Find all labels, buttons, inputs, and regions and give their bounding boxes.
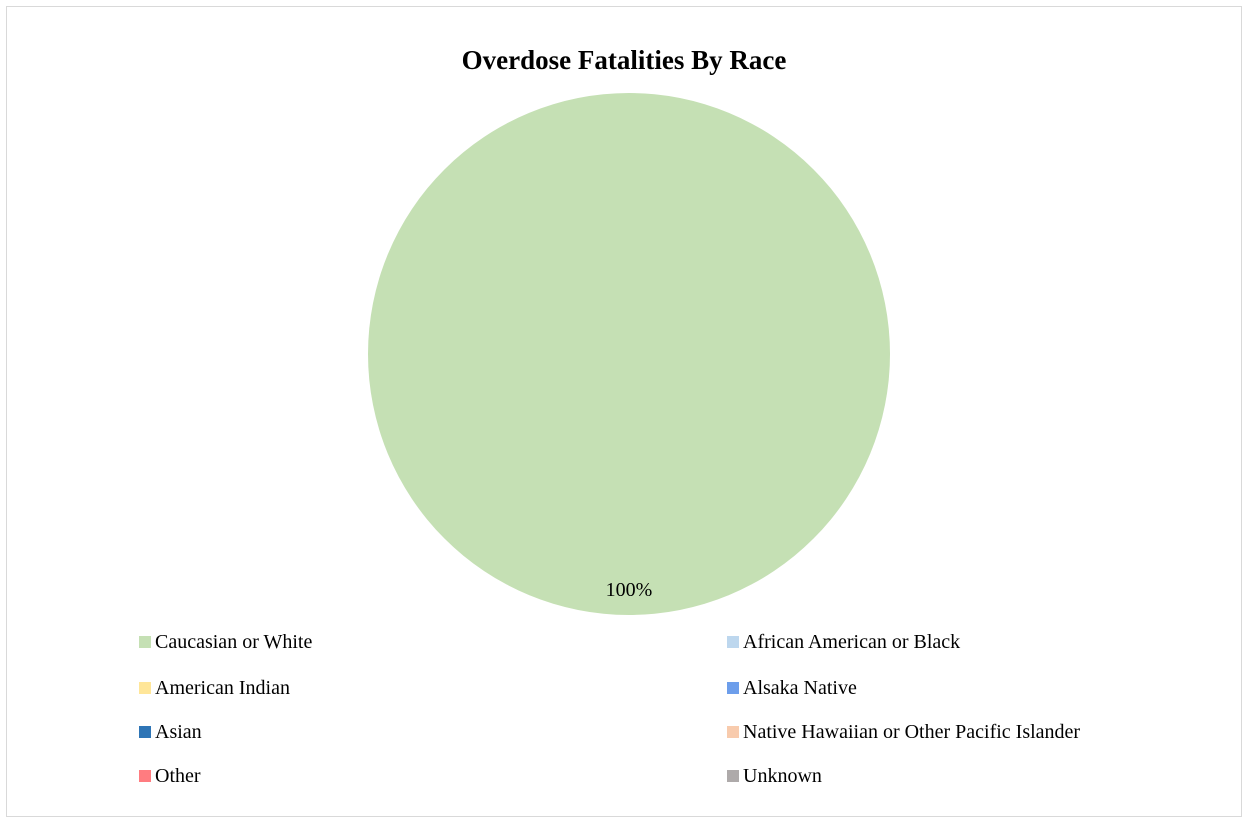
pie-slice-caucasian-or-white <box>368 93 890 615</box>
data-label-caucasian-or-white: 100% <box>606 579 653 601</box>
chart-title: Overdose Fatalities By Race <box>461 45 787 75</box>
